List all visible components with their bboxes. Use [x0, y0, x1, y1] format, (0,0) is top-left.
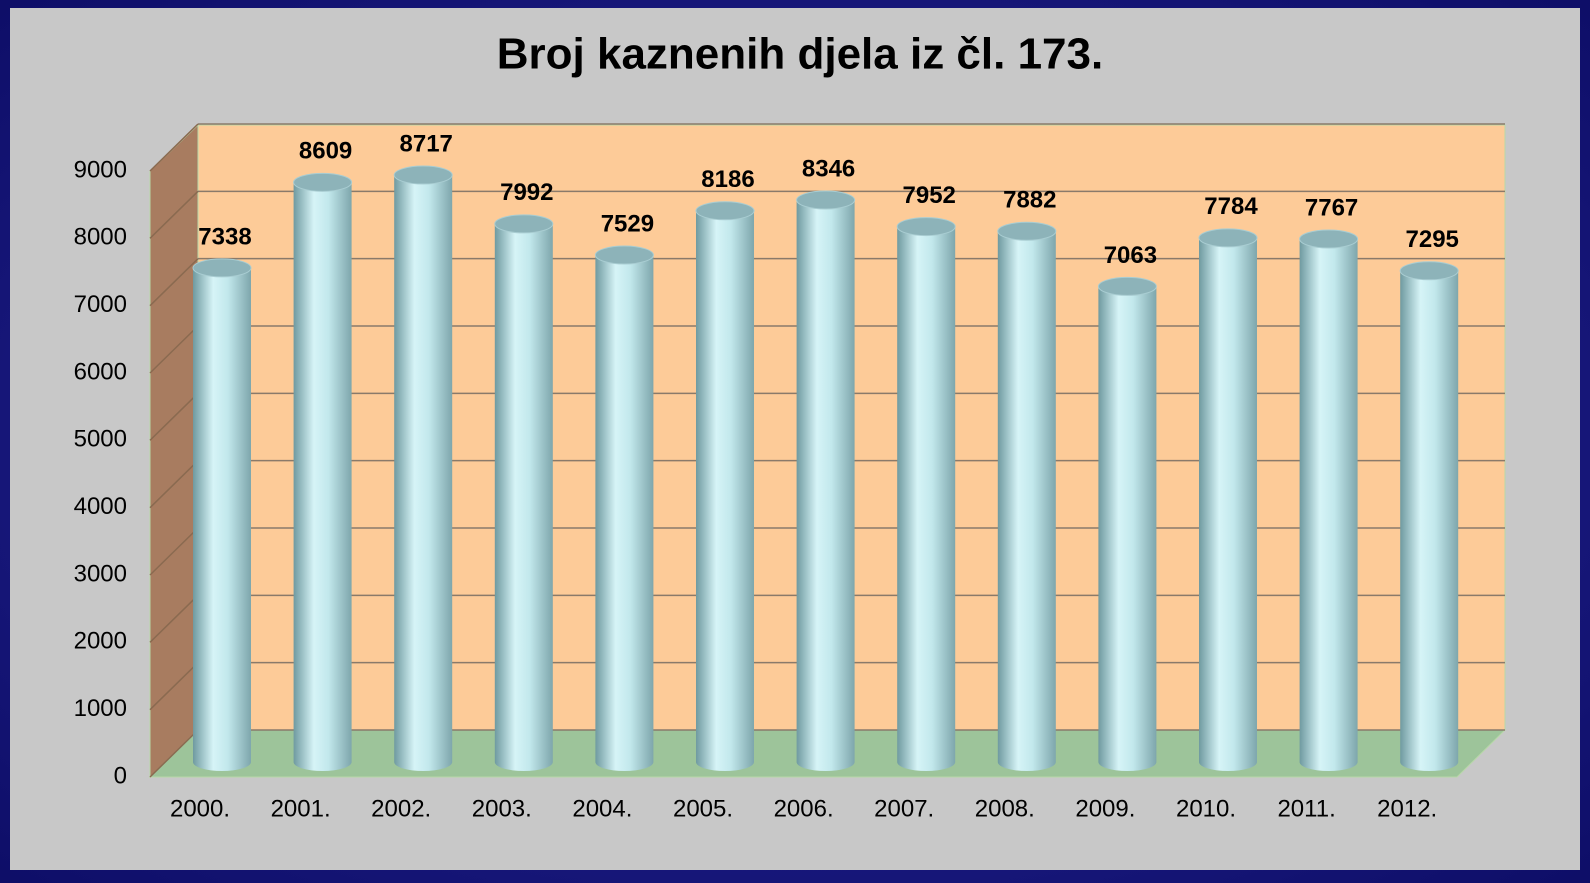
- bar: [1399, 261, 1459, 771]
- value-label: 7952: [903, 182, 956, 209]
- value-label: 7784: [1204, 193, 1258, 220]
- chart-title: Broj kaznenih djela iz čl. 173.: [497, 30, 1103, 79]
- grid-line-side: [149, 190, 199, 239]
- cylinder-top: [192, 258, 252, 278]
- bar: [695, 201, 755, 771]
- cylinder-body: [696, 210, 754, 771]
- grid-line-side: [149, 325, 199, 374]
- y-tick-label: 4000: [74, 493, 127, 520]
- bar: [1198, 228, 1258, 772]
- cylinder-body: [1098, 286, 1157, 771]
- cylinder-body: [193, 267, 251, 771]
- value-label: 8609: [299, 138, 352, 165]
- y-tick-label: 3000: [74, 560, 127, 587]
- x-tick-label: 2003.: [472, 795, 532, 822]
- value-label: 7338: [198, 223, 251, 250]
- grid-line-side: [149, 662, 199, 711]
- grid-line-side: [149, 460, 199, 509]
- grid-line-side: [149, 729, 199, 778]
- cylinder-top: [393, 165, 453, 185]
- y-tick-label: 7000: [74, 291, 127, 318]
- y-tick-label: 9000: [74, 156, 127, 183]
- x-tick-label: 2001.: [271, 795, 331, 822]
- bar: [594, 245, 654, 771]
- grid-line-side: [149, 594, 199, 643]
- cylinder-top: [1097, 276, 1157, 296]
- cylinder-top: [796, 190, 856, 210]
- cylinder-top: [1198, 228, 1258, 248]
- bar: [293, 172, 353, 771]
- value-label: 8346: [802, 155, 855, 182]
- cylinder-body: [595, 255, 654, 771]
- value-label: 7529: [601, 210, 654, 237]
- x-tick-label: 2000.: [170, 795, 230, 822]
- x-tick-label: 2010.: [1176, 795, 1236, 822]
- bar: [997, 221, 1057, 772]
- x-tick-label: 2002.: [371, 795, 431, 822]
- grid-line-side: [149, 258, 199, 307]
- x-tick-label: 2006.: [774, 795, 834, 822]
- cylinder-body: [394, 175, 453, 772]
- cylinder-body: [796, 200, 855, 771]
- y-tick-label: 5000: [74, 426, 127, 453]
- value-label: 7063: [1104, 242, 1157, 269]
- x-tick-label: 2009.: [1075, 795, 1135, 822]
- x-tick-label: 2007.: [874, 795, 934, 822]
- cylinder-top: [695, 201, 755, 221]
- value-label: 8717: [400, 130, 453, 157]
- value-label: 7882: [1003, 187, 1056, 214]
- bar: [494, 214, 554, 771]
- value-label: 7767: [1305, 194, 1358, 221]
- cylinder-top: [1299, 229, 1359, 249]
- cylinder-body: [1199, 237, 1257, 772]
- grid-line-side: [149, 527, 199, 576]
- y-tick-label: 2000: [74, 628, 127, 655]
- side-wall: [149, 123, 199, 779]
- y-tick-label: 1000: [74, 695, 127, 722]
- x-tick-label: 2005.: [673, 795, 733, 822]
- x-tick-label: 2004.: [572, 795, 632, 822]
- cylinder-body: [494, 223, 553, 771]
- bar: [1097, 276, 1157, 771]
- grid-line-side: [149, 123, 199, 172]
- value-label: 8186: [701, 166, 754, 193]
- y-tick-label: 0: [114, 762, 127, 789]
- cylinder-top: [896, 217, 956, 237]
- y-tick-label: 8000: [74, 224, 127, 251]
- bar: [1299, 229, 1359, 772]
- cylinder-top: [293, 172, 353, 192]
- bar: [896, 217, 956, 772]
- y-tick-label: 6000: [74, 358, 127, 385]
- cylinder-body: [897, 226, 956, 772]
- x-tick-label: 2011.: [1277, 795, 1335, 822]
- bar: [393, 165, 453, 772]
- bar: [796, 190, 856, 771]
- cylinder-body: [1400, 270, 1459, 771]
- value-label: 7295: [1406, 226, 1459, 253]
- cylinder-body: [293, 182, 352, 771]
- cylinder-top: [997, 221, 1057, 241]
- x-tick-label: 2008.: [975, 795, 1035, 822]
- value-label: 7992: [500, 179, 553, 206]
- cylinder-top: [594, 245, 654, 265]
- cylinder-top: [494, 214, 554, 234]
- cylinder-body: [1299, 239, 1358, 772]
- cylinder-body: [997, 231, 1056, 772]
- cylinder-top: [1399, 261, 1459, 281]
- x-tick-label: 2012.: [1377, 795, 1437, 822]
- grid-line-side: [149, 392, 199, 441]
- bar: [192, 258, 252, 771]
